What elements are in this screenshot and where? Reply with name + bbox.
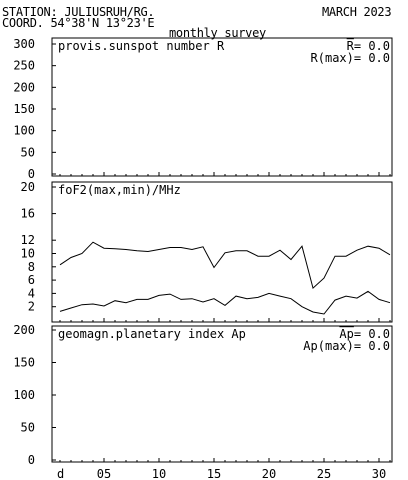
y-tick-label: 150 — [13, 356, 35, 370]
coordinates-label: COORD. 54°38'N 13°23'E — [2, 16, 155, 30]
x-tick-label: 15 — [207, 467, 221, 480]
x-tick-label: 30 — [372, 467, 386, 480]
panel-frame — [51, 181, 393, 323]
y-tick-label: 50 — [21, 145, 35, 159]
y-tick-label: 4 — [28, 286, 35, 300]
y-tick-label: 250 — [13, 59, 35, 73]
x-tick-label-d: d — [57, 467, 64, 480]
stat-1: Ap(max)= 0.0 — [303, 339, 390, 353]
x-tick-label: 10 — [152, 467, 166, 480]
y-tick-label: 300 — [13, 37, 35, 51]
y-tick-label: 100 — [13, 124, 35, 138]
y-tick-label: 20 — [21, 180, 35, 194]
y-tick-label: 200 — [13, 80, 35, 94]
series-line-1 — [59, 241, 391, 290]
survey-subtitle: monthly survey — [169, 26, 266, 40]
series-line-2 — [59, 290, 391, 315]
stat-0: R= 0.0 — [347, 39, 390, 53]
panel-title: foF2(max,min)/MHz — [58, 183, 181, 197]
y-tick-label: 50 — [21, 421, 35, 435]
panel-frame — [51, 37, 393, 177]
y-tick-label: 10 — [21, 247, 35, 261]
stat-1: R(max)= 0.0 — [311, 51, 390, 65]
y-tick-label: 200 — [13, 323, 35, 337]
y-tick-label: 150 — [13, 102, 35, 116]
y-tick-label: 2 — [28, 300, 35, 314]
y-tick-label: 6 — [28, 273, 35, 287]
x-tick-label: 20 — [262, 467, 276, 480]
y-tick-label: 0 — [28, 453, 35, 467]
period-label: MARCH 2023 — [322, 5, 392, 19]
y-tick-label: 0 — [28, 167, 35, 181]
panel-title: provis.sunspot number R — [58, 39, 225, 53]
y-tick-label: 12 — [21, 233, 35, 247]
panel-title: geomagn.planetary index Ap — [58, 327, 246, 341]
y-tick-label: 8 — [28, 260, 35, 274]
y-tick-label: 100 — [13, 388, 35, 402]
panel-1: 0 50 100 150 200 250 300 provis.sunspot number … — [13, 37, 393, 181]
y-tick-label: 16 — [21, 207, 35, 221]
station-label: STATION: JULIUSRUH/RG. — [2, 5, 155, 19]
x-tick-label: 05 — [97, 467, 111, 480]
panel-frame — [51, 325, 393, 463]
x-tick-label: 25 — [317, 467, 331, 480]
stat-0: Ap= 0.0 — [339, 327, 390, 341]
panel-3: 0 50 100 150 200 geomagn.planetary index Ap Ap… — [13, 323, 393, 467]
